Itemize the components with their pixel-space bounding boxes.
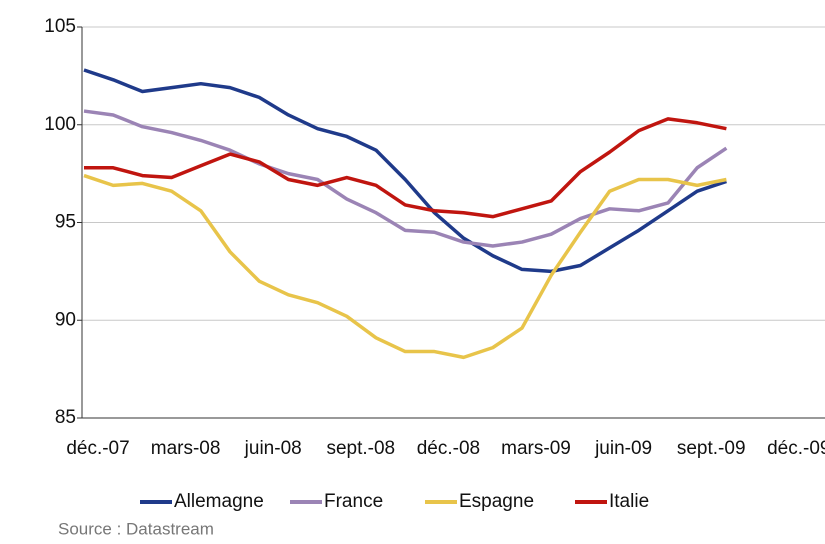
x-tick-label: mars-08 xyxy=(151,438,221,459)
legend-label: Allemagne xyxy=(174,491,264,512)
x-tick-label: déc.-09 xyxy=(767,438,825,459)
x-tick-label: juin-08 xyxy=(244,438,302,459)
series-line xyxy=(83,173,727,360)
source: Source : Datastream xyxy=(58,519,214,538)
series-line xyxy=(84,117,727,219)
x-tick-label: sept.-08 xyxy=(326,438,395,459)
series-line xyxy=(83,109,728,248)
y-tick-label: 95 xyxy=(55,212,76,233)
legend-label: Italie xyxy=(609,491,649,512)
x-tick-label: sept.-09 xyxy=(677,438,746,459)
legend-label: France xyxy=(324,491,383,512)
y-tick-label: 85 xyxy=(55,407,76,428)
x-tick-label: mars-09 xyxy=(501,438,571,459)
y-tick-label: 105 xyxy=(44,16,76,37)
series-line xyxy=(83,68,727,274)
y-tick-label: 90 xyxy=(55,309,76,330)
legend-label: Espagne xyxy=(459,491,534,512)
x-tick-label: déc.-07 xyxy=(66,438,129,459)
x-tick-label: déc.-08 xyxy=(417,438,480,459)
y-tick-label: 100 xyxy=(44,114,76,135)
x-tick-label: juin-09 xyxy=(594,438,652,459)
